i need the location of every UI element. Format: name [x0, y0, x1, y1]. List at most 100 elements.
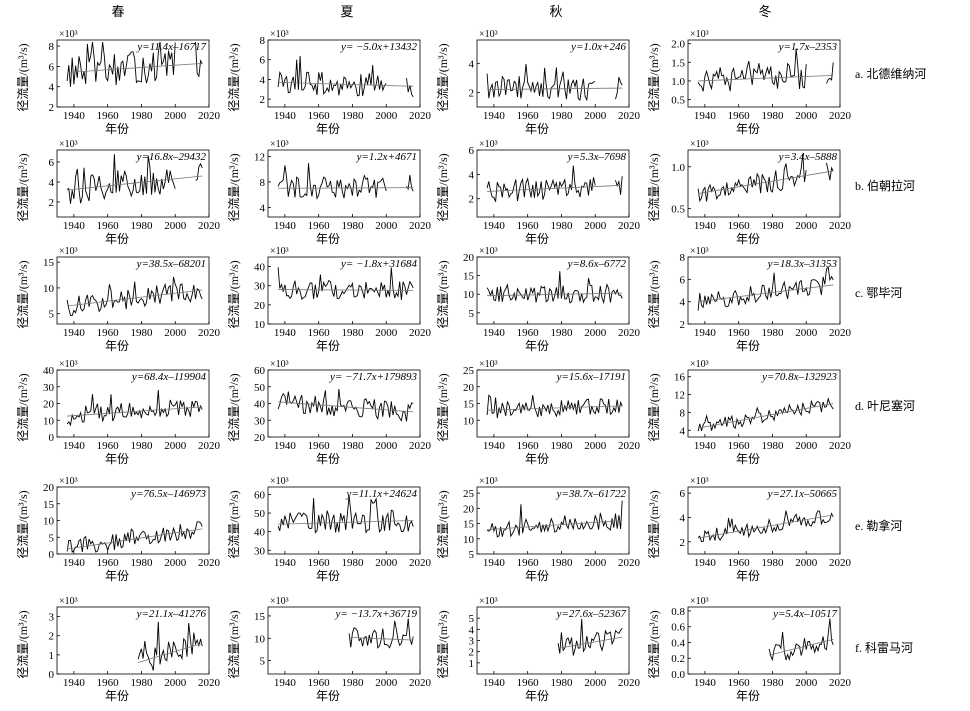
y-axis-label: 径流量/(m³/s) — [227, 260, 241, 328]
trend-line — [349, 636, 414, 641]
trend-line — [67, 528, 203, 550]
x-tick-label: 1980 — [550, 677, 573, 689]
x-tick-label: 1960 — [728, 110, 751, 122]
x-tick-label: 2020 — [618, 110, 641, 122]
x-tick-label: 1980 — [761, 677, 784, 689]
scale-multiplier: ×10³ — [479, 246, 498, 257]
panel-4-1: 0 10 20 30 40 1940 1960 1980 2000 2020 ×10³ y=68.4x… — [16, 359, 221, 466]
x-tick-label: 2020 — [618, 557, 641, 569]
y-tick-label: 20 — [254, 300, 266, 312]
y-tick-label: 15 — [463, 399, 475, 411]
x-tick-label: 1940 — [694, 677, 717, 689]
y-tick-label: 30 — [254, 415, 266, 427]
x-axis-label: 年份 — [105, 339, 129, 353]
x-tick-label: 1960 — [728, 440, 751, 452]
runoff-series-line — [66, 154, 203, 204]
y-tick-label: 30 — [254, 281, 266, 293]
trend-line — [278, 81, 414, 87]
y-tick-label: 0.5 — [671, 95, 685, 107]
x-tick-label: 2000 — [584, 220, 607, 232]
y-axis-label: 径流量/(m³/s) — [647, 610, 661, 678]
scale-multiplier: ×10³ — [270, 476, 289, 487]
y-tick-label: 3 — [49, 612, 55, 624]
panel-3-3: 5 10 15 20 1940 1960 1980 2000 2020 ×10³ y=8.6x–67… — [436, 246, 641, 353]
y-tick-label: 4 — [260, 74, 266, 86]
x-tick-label: 2020 — [409, 327, 432, 339]
plot-frame — [476, 149, 630, 218]
x-axis-label: 年份 — [105, 232, 129, 246]
trend-line — [67, 175, 203, 191]
x-tick-label: 2000 — [164, 327, 187, 339]
season-headers: 春 夏 秋 冬 — [111, 4, 771, 19]
x-tick-label: 1940 — [63, 677, 86, 689]
panel-3-1: 5 10 15 1940 1960 1980 2000 2020 ×10³ y=38.5x–682… — [16, 246, 221, 353]
trend-line — [278, 187, 414, 189]
x-tick-label: 1940 — [483, 110, 506, 122]
runoff-series-line — [486, 500, 623, 538]
trend-line — [487, 292, 623, 297]
y-tick-label: 40 — [254, 527, 266, 539]
y-tick-label: 4 — [680, 512, 686, 524]
y-tick-label: 30 — [43, 382, 55, 394]
y-tick-label: 2 — [49, 102, 55, 114]
runoff-series-line — [277, 267, 414, 300]
y-axis-label: 径流量/(m³/s) — [16, 43, 30, 111]
x-tick-label: 2020 — [829, 220, 852, 232]
x-tick-label: 1960 — [517, 327, 540, 339]
y-tick-label: 8 — [260, 177, 266, 189]
runoff-series-line — [486, 165, 623, 202]
x-tick-label: 1960 — [97, 327, 120, 339]
x-tick-label: 2020 — [409, 110, 432, 122]
x-tick-label: 1960 — [308, 220, 331, 232]
season-header-winter: 冬 — [758, 4, 771, 19]
y-tick-label: 2 — [469, 194, 475, 206]
y-tick-label: 12 — [674, 390, 685, 402]
x-tick-label: 1980 — [550, 440, 573, 452]
y-tick-label: 1.0 — [671, 162, 685, 174]
y-tick-label: 10 — [43, 283, 55, 295]
y-tick-label: 25 — [463, 365, 475, 377]
y-axis-label: 径流量/(m³/s) — [647, 153, 661, 221]
y-tick-label: 2 — [680, 537, 686, 549]
x-tick-label: 2020 — [618, 220, 641, 232]
y-tick-label: 2 — [469, 87, 475, 99]
y-tick-label: 5 — [469, 549, 475, 561]
x-tick-label: 2020 — [618, 440, 641, 452]
x-tick-label: 1980 — [761, 327, 784, 339]
x-tick-label: 2020 — [829, 327, 852, 339]
panel-4-3: 10 15 20 25 1940 1960 1980 2000 2020 ×10³ y=15.6x–… — [436, 359, 641, 466]
x-tick-label: 2000 — [795, 440, 818, 452]
x-tick-label: 2020 — [198, 110, 221, 122]
scale-multiplier: ×10³ — [270, 246, 289, 257]
x-tick-label: 1980 — [341, 677, 364, 689]
y-tick-label: 25 — [463, 488, 475, 500]
y-axis-label: 径流量/(m³/s) — [436, 43, 450, 111]
y-tick-label: 1 — [469, 658, 475, 670]
scale-multiplier: ×10³ — [479, 596, 498, 607]
y-tick-label: 2.0 — [671, 39, 685, 51]
panel-1-2: 2 4 6 8 1940 1960 1980 2000 2020 ×10³ y= −5.0x+134… — [227, 29, 432, 136]
trend-line — [137, 642, 203, 663]
runoff-series-line — [768, 618, 834, 662]
x-tick-label: 1960 — [728, 327, 751, 339]
x-tick-label: 2000 — [375, 110, 398, 122]
x-tick-label: 1960 — [97, 677, 120, 689]
y-tick-label: 5 — [469, 308, 475, 320]
x-tick-label: 1960 — [517, 110, 540, 122]
panel-1-4: 0.5 1.0 1.5 2.0 1940 1960 1980 2000 2020 ×10³ y=1.… — [647, 29, 852, 136]
runoff-series-line — [277, 388, 414, 422]
panel-5-4: 2 4 6 1940 1960 1980 2000 2020 ×10³ y=27.1x–50665… — [647, 476, 852, 583]
y-tick-label: 16 — [674, 372, 686, 384]
trend-line — [698, 170, 834, 194]
y-tick-label: 60 — [254, 365, 266, 377]
x-tick-label: 1940 — [483, 557, 506, 569]
x-tick-label: 1980 — [550, 327, 573, 339]
x-tick-label: 1980 — [550, 220, 573, 232]
y-tick-label: 5 — [260, 656, 266, 668]
x-axis-label: 年份 — [525, 569, 549, 583]
y-tick-label: 10 — [254, 319, 266, 331]
x-tick-label: 1960 — [97, 220, 120, 232]
trend-equation: y=5.4x–10517 — [772, 608, 837, 620]
y-tick-label: 0 — [49, 549, 55, 561]
trend-equation: y= −1.8x+31684 — [340, 258, 418, 270]
